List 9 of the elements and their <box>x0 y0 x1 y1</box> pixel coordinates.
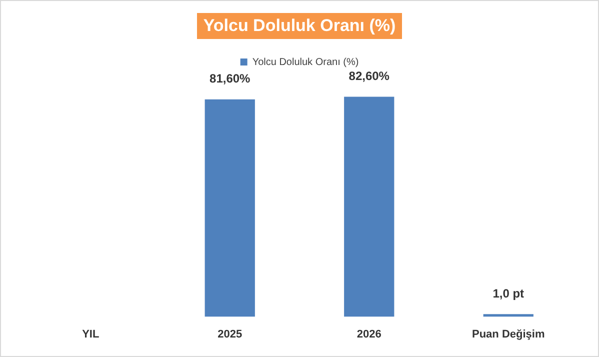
x-tick-label: YIL <box>82 328 100 340</box>
legend-label: Yolcu Doluluk Oranı (%) <box>252 56 359 68</box>
data-label: 82,60% <box>348 69 390 84</box>
x-tick-label: Puan Değişim <box>472 328 545 340</box>
x-tick-label: 2026 <box>356 328 382 340</box>
x-tick-label: 2025 <box>218 328 242 340</box>
chart-title: Yolcu Doluluk Oranı (%) <box>197 13 402 39</box>
data-label: 81,60% <box>210 72 251 86</box>
data-label: 1,0 pt <box>492 286 524 300</box>
